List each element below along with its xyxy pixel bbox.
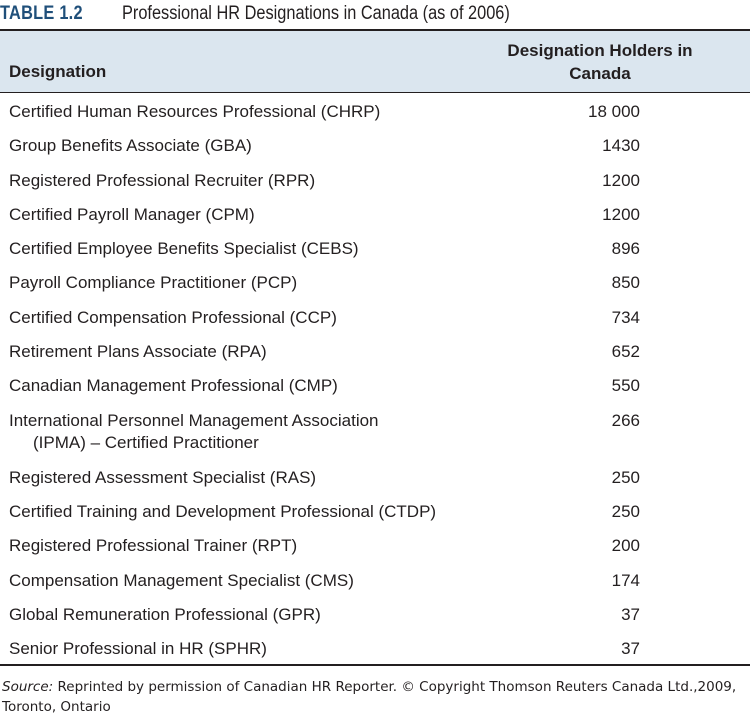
source-note: Source: Reprinted by permission of Canad… [2,677,742,717]
designation-cell: Global Remuneration Professional (GPR) [9,604,321,624]
column-header-designation: Designation [9,62,107,81]
top-rule [0,29,750,31]
holders-cell: 850 [611,273,640,293]
designation-cell: Canadian Management Professional (CMP) [9,376,338,396]
table-row: Payroll Compliance Practitioner (PCP) 85… [0,264,750,298]
designation-cell-line1: International Personnel Management Assoc… [9,410,379,430]
holders-cell: 734 [611,307,640,327]
column-header-holders: Designation Holders in Canada [507,41,693,83]
designation-cell: Certified Payroll Manager (CPM) [9,204,255,224]
table-row: Senior Professional in HR (SPHR) 37 [0,630,750,664]
table-row: Registered Professional Trainer (RPT) 20… [0,527,750,561]
table-row: Certified Training and Development Profe… [0,493,750,527]
holders-cell: 652 [611,342,640,362]
source-text: Reprinted by permission of Canadian HR R… [2,679,737,715]
designation-cell: Compensation Management Specialist (CMS) [9,570,354,590]
table-row: Certified Human Resources Professional (… [0,93,750,127]
table-title: Professional HR Designations in Canada (… [122,3,510,24]
designation-cell: Certified Training and Development Profe… [9,501,437,521]
holders-cell: 1430 [602,136,640,156]
designation-cell: Registered Professional Trainer (RPT) [9,536,298,556]
table-row: International Personnel Management Assoc… [0,402,750,459]
designation-cell: International Personnel Management Assoc… [9,410,489,454]
holders-cell: 37 [621,604,640,624]
designation-cell: Payroll Compliance Practitioner (PCP) [9,273,298,293]
holders-cell: 250 [611,467,640,487]
holders-cell: 1200 [602,170,640,190]
holders-cell: 250 [611,501,640,521]
designation-cell: Group Benefits Associate (GBA) [9,136,252,156]
table-row: Certified Payroll Manager (CPM) 1200 [0,196,750,230]
designation-cell: Certified Employee Benefits Specialist (… [9,239,359,259]
holders-cell: 266 [611,410,640,430]
designation-cell: Registered Assessment Specialist (RAS) [9,467,317,487]
header-rule [0,92,750,93]
designation-cell: Retirement Plans Associate (RPA) [9,342,267,362]
table-row: Retirement Plans Associate (RPA) 652 [0,333,750,367]
holders-cell: 18 000 [588,102,640,121]
source-label: Source: [2,679,54,695]
table-row: Canadian Management Professional (CMP) 5… [0,367,750,401]
table-row: Certified Compensation Professional (CCP… [0,299,750,333]
table-row: Compensation Management Specialist (CMS)… [0,562,750,596]
table-row: Registered Professional Recruiter (RPR) … [0,162,750,196]
table-row: Global Remuneration Professional (GPR) 3… [0,596,750,630]
designation-cell: Certified Compensation Professional (CCP… [9,307,337,327]
bottom-rule [0,664,750,666]
holders-cell: 896 [611,239,640,259]
table-row: Group Benefits Associate (GBA) 1430 [0,127,750,161]
designation-cell-line2: (IPMA) – Certified Practitioner [33,432,259,452]
holders-cell: 1200 [602,204,640,224]
table-header [0,31,750,92]
table-number: TABLE 1.2 [0,3,83,24]
designation-cell: Certified Human Resources Professional (… [9,102,381,121]
table-row: Registered Assessment Specialist (RAS) 2… [0,459,750,493]
table-caption: TABLE 1.2 Professional HR Designations i… [0,0,573,28]
designation-cell: Senior Professional in HR (SPHR) [9,639,267,659]
holders-cell: 550 [611,376,640,396]
table-body: Certified Human Resources Professional (… [0,93,750,664]
holders-cell: 174 [611,570,640,590]
designation-cell: Registered Professional Recruiter (RPR) [9,170,316,190]
holders-cell: 37 [621,639,640,659]
table-row: Certified Employee Benefits Specialist (… [0,230,750,264]
holders-cell: 200 [611,536,640,556]
